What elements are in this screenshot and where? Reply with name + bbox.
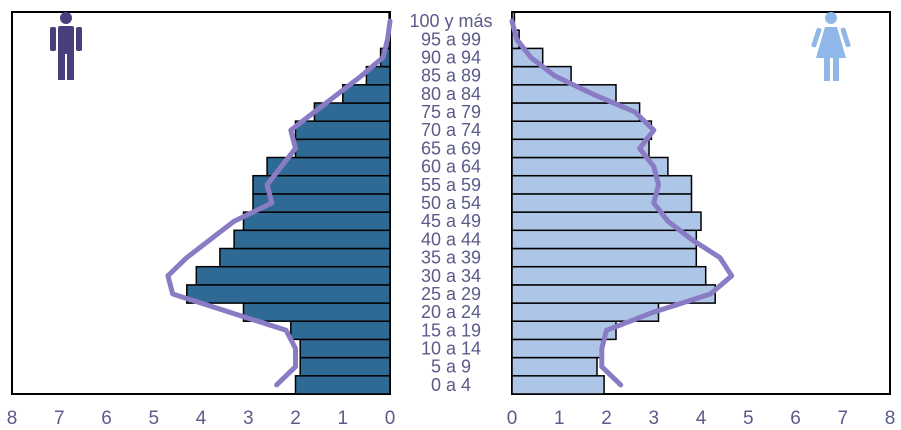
age-group-label: 40 a 44 bbox=[421, 229, 481, 249]
right-bar bbox=[511, 120, 653, 141]
age-group-label: 60 a 64 bbox=[421, 157, 481, 177]
left-bar bbox=[299, 338, 391, 359]
age-group-label: 80 a 84 bbox=[421, 84, 481, 104]
left-x-tick-label: 5 bbox=[149, 408, 160, 429]
right-bar bbox=[511, 247, 698, 268]
right-x-tick-label: 2 bbox=[601, 408, 612, 429]
right-bar bbox=[511, 338, 603, 359]
left-bar bbox=[242, 302, 391, 322]
age-group-label: 5 a 9 bbox=[431, 357, 471, 377]
left-bar bbox=[365, 65, 391, 86]
left-bar bbox=[294, 375, 391, 395]
left-bar bbox=[233, 229, 391, 250]
left-x-tick-label: 8 bbox=[7, 408, 18, 429]
x-axis-ticks: 0 0 1 1 2 2 3 3 4 4 5 5 6 6 7 7 8 8 bbox=[7, 408, 896, 429]
left-bar bbox=[299, 356, 391, 377]
right-bar bbox=[511, 356, 598, 377]
age-group-label: 15 a 19 bbox=[421, 320, 481, 340]
age-group-label: 25 a 29 bbox=[421, 284, 481, 304]
age-group-label: 0 a 4 bbox=[431, 375, 471, 395]
right-x-tick-label: 6 bbox=[790, 408, 801, 429]
age-group-label: 95 a 99 bbox=[421, 29, 481, 49]
age-group-label: 85 a 89 bbox=[421, 66, 481, 86]
male-figure-icon bbox=[50, 12, 82, 80]
left-x-tick-label: 0 bbox=[385, 408, 396, 429]
left-bar bbox=[186, 284, 391, 304]
right-bar bbox=[511, 138, 650, 159]
right-bar bbox=[511, 375, 605, 395]
left-x-tick-label: 4 bbox=[196, 408, 207, 429]
right-bar bbox=[511, 229, 698, 250]
left-bar bbox=[290, 320, 391, 341]
right-bar bbox=[511, 156, 669, 177]
left-bar bbox=[242, 211, 391, 232]
right-x-tick-label: 3 bbox=[649, 408, 660, 429]
age-group-label: 75 a 79 bbox=[421, 102, 481, 122]
left-x-tick-label: 6 bbox=[101, 408, 112, 429]
right-bar bbox=[511, 193, 693, 213]
age-group-label: 50 a 54 bbox=[421, 193, 481, 213]
right-panel bbox=[509, 11, 891, 395]
right-x-tick-label: 7 bbox=[838, 408, 849, 429]
right-comparison-line bbox=[509, 18, 735, 388]
right-x-tick-label: 0 bbox=[507, 408, 518, 429]
age-group-label: 65 a 69 bbox=[421, 138, 481, 158]
left-x-tick-label: 7 bbox=[54, 408, 65, 429]
female-figure-icon bbox=[811, 12, 851, 81]
left-x-tick-label: 2 bbox=[290, 408, 301, 429]
left-panel bbox=[11, 11, 393, 395]
right-bar bbox=[511, 320, 617, 341]
age-group-label: 10 a 14 bbox=[421, 339, 481, 359]
right-bar bbox=[511, 84, 617, 104]
age-group-label: 90 a 94 bbox=[421, 48, 481, 68]
left-bar bbox=[294, 120, 391, 141]
left-comparison-line bbox=[165, 18, 393, 388]
right-x-tick-label: 1 bbox=[554, 408, 565, 429]
right-bar bbox=[511, 174, 693, 195]
age-group-label: 20 a 24 bbox=[421, 302, 481, 322]
age-group-label: 55 a 59 bbox=[421, 175, 481, 195]
left-x-tick-label: 3 bbox=[243, 408, 254, 429]
age-group-label: 45 a 49 bbox=[421, 211, 481, 231]
right-x-tick-label: 5 bbox=[743, 408, 754, 429]
age-group-label: 35 a 39 bbox=[421, 248, 481, 268]
left-bar bbox=[219, 247, 391, 268]
left-x-tick-label: 1 bbox=[338, 408, 349, 429]
right-x-tick-label: 4 bbox=[696, 408, 707, 429]
age-group-label: 30 a 34 bbox=[421, 266, 481, 286]
right-x-tick-label: 8 bbox=[885, 408, 896, 429]
right-bar bbox=[511, 265, 707, 286]
age-group-label: 100 y más bbox=[409, 11, 492, 31]
age-group-label: 70 a 74 bbox=[421, 120, 481, 140]
left-bar bbox=[195, 265, 391, 286]
left-bar bbox=[294, 138, 391, 159]
